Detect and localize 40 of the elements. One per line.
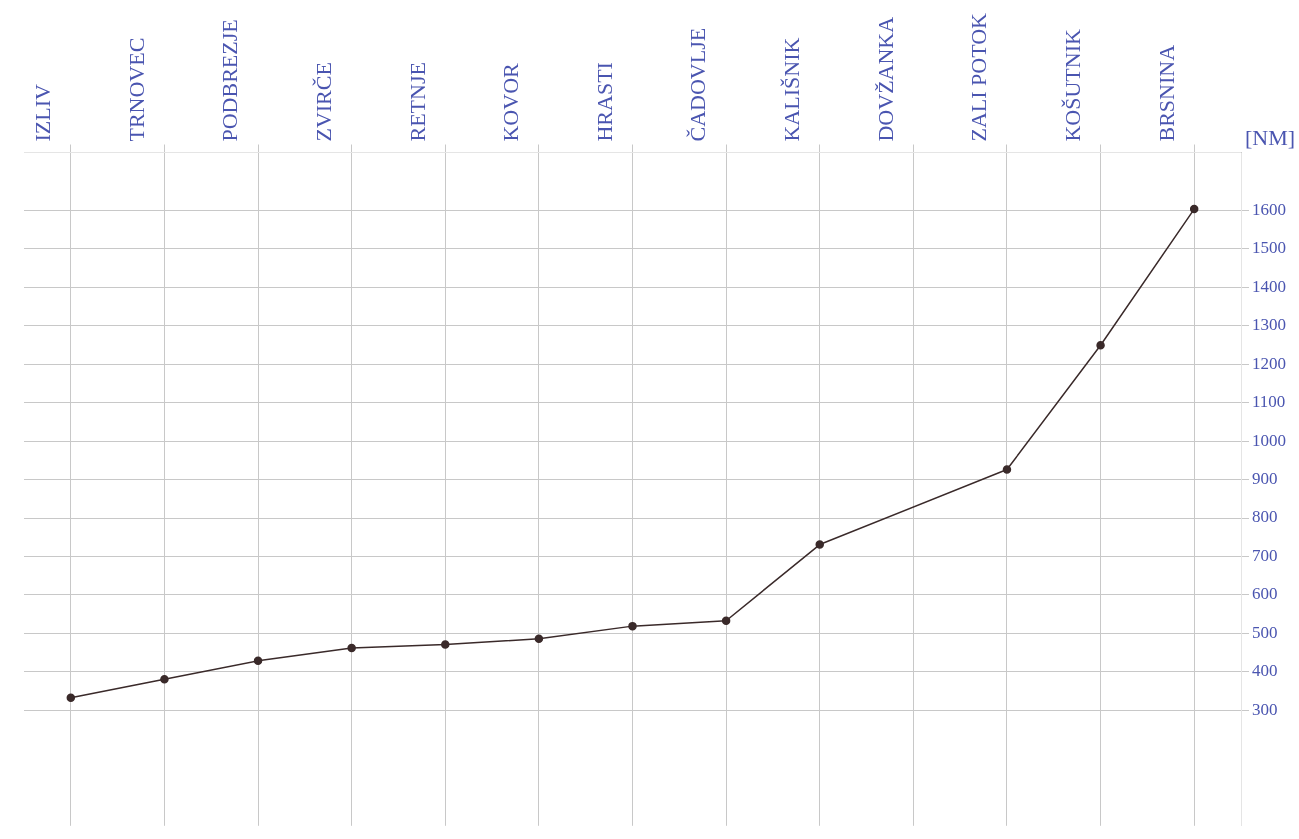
- y-tick-label: 300: [1252, 699, 1278, 719]
- y-tick-label: 700: [1252, 545, 1278, 565]
- point: [815, 540, 824, 549]
- point: [441, 640, 450, 649]
- point: [253, 656, 263, 665]
- x-tick-label: ČADOVLJE: [685, 27, 711, 142]
- x-tick-label: IZLIV: [30, 84, 56, 142]
- point: [1189, 204, 1199, 214]
- y-tick-label: 500: [1252, 622, 1278, 642]
- y-tick-label: 900: [1252, 469, 1278, 489]
- y-tick-label: 1300: [1252, 315, 1286, 335]
- x-tick-label: PODBREZJE: [217, 19, 243, 142]
- y-tick-label: 1400: [1252, 276, 1286, 296]
- y-tick-label: 1500: [1252, 238, 1286, 258]
- y-tick-label: 1200: [1252, 353, 1286, 373]
- y-tick-label: 800: [1252, 507, 1278, 527]
- y-axis-title: [NM]: [1245, 125, 1296, 151]
- point: [347, 643, 356, 653]
- y-tick-label: 1000: [1252, 430, 1286, 450]
- point: [160, 674, 169, 684]
- y-tick-label: 1600: [1252, 199, 1286, 219]
- x-tick-label: KALIŠNIK: [779, 37, 805, 142]
- x-tick-label: DOVŽANKA: [872, 16, 898, 142]
- x-tick-label: TRNOVEC: [123, 37, 149, 142]
- x-tick-label: ZVIRČE: [311, 62, 337, 142]
- x-tick-label: ZALI POTOK: [966, 12, 992, 142]
- point: [721, 616, 731, 625]
- x-tick-label: KOVOR: [498, 62, 524, 142]
- point: [1096, 341, 1105, 350]
- point: [66, 693, 76, 702]
- point: [1002, 465, 1012, 474]
- y-tick-label: 400: [1252, 661, 1278, 681]
- point: [628, 621, 637, 631]
- y-tick-label: 600: [1252, 584, 1278, 604]
- x-tick-label: BRSNINA: [1153, 44, 1179, 142]
- x-tick-label: KOŠUTNIK: [1059, 28, 1085, 142]
- x-tick-label: RETNJE: [404, 62, 430, 142]
- x-tick-label: HRASTI: [591, 62, 617, 142]
- y-tick-label: 1100: [1252, 392, 1286, 412]
- point: [534, 634, 544, 644]
